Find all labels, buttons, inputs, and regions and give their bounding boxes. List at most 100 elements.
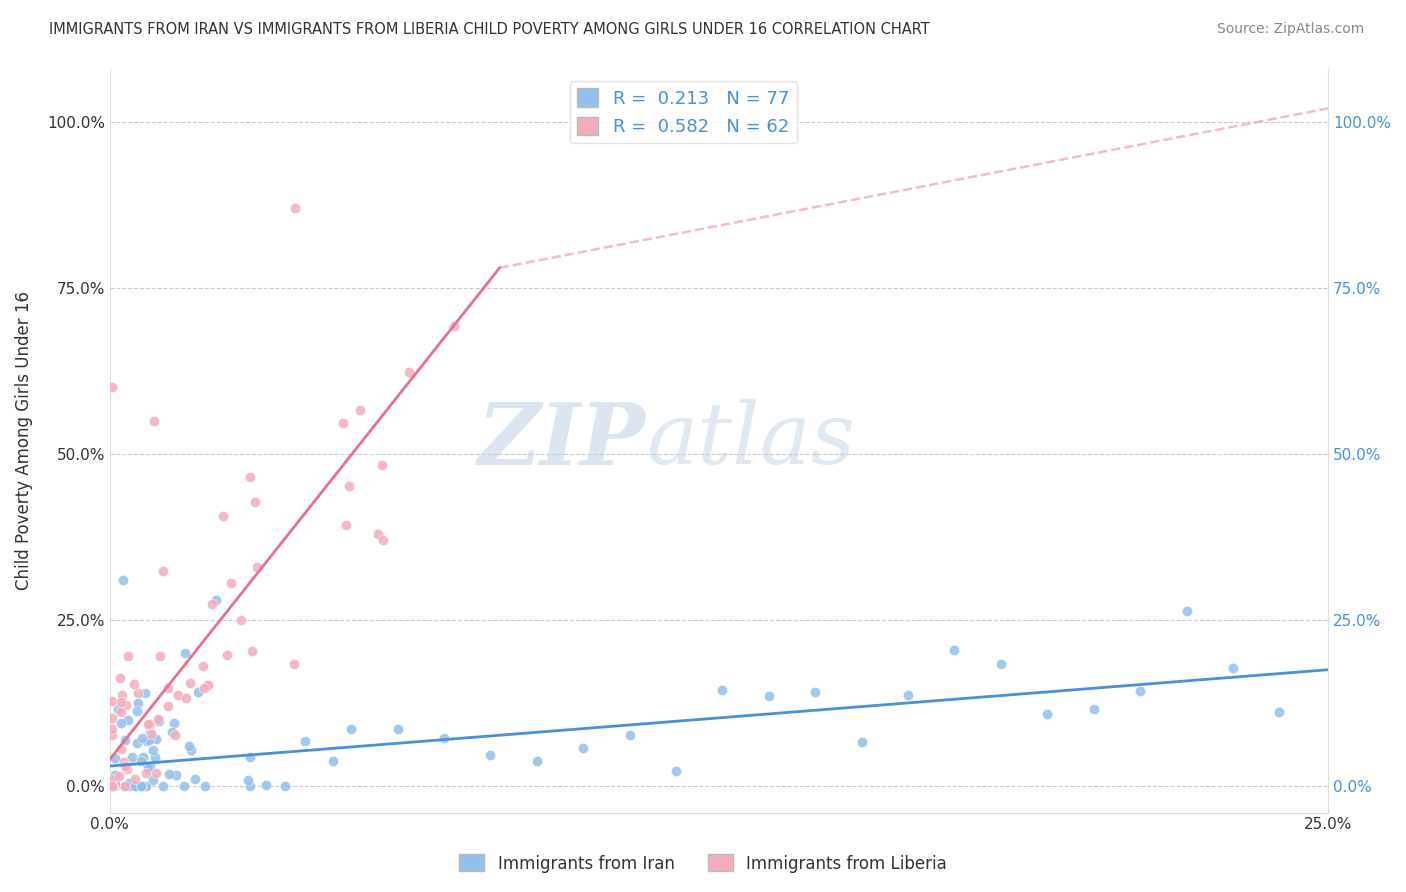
Point <box>101 779 124 793</box>
Point <box>101 779 124 793</box>
Point <box>104 779 127 793</box>
Point <box>367 526 389 541</box>
Point <box>124 772 146 787</box>
Point <box>112 573 135 587</box>
Y-axis label: Child Poverty Among Girls Under 16: Child Poverty Among Girls Under 16 <box>15 291 32 590</box>
Point <box>127 696 149 710</box>
Point <box>148 714 170 729</box>
Point <box>335 517 357 532</box>
Point <box>125 779 148 793</box>
Point <box>239 469 262 483</box>
Point <box>134 779 156 793</box>
Point <box>139 717 162 731</box>
Point <box>711 682 734 697</box>
Point <box>239 779 262 793</box>
Point <box>139 759 162 773</box>
Point <box>117 649 139 664</box>
Point <box>851 735 873 749</box>
Point <box>526 754 548 768</box>
Text: atlas: atlas <box>645 400 855 482</box>
Point <box>217 648 239 662</box>
Point <box>101 772 124 787</box>
Point <box>112 779 135 793</box>
Point <box>1083 702 1105 716</box>
Point <box>897 688 920 702</box>
Point <box>322 754 344 768</box>
Point <box>1036 707 1059 722</box>
Point <box>101 723 124 737</box>
Point <box>332 417 354 431</box>
Point <box>165 768 187 782</box>
Point <box>197 678 219 692</box>
Point <box>174 646 197 660</box>
Point <box>173 779 195 793</box>
Point <box>117 713 139 727</box>
Point <box>143 414 166 428</box>
Point <box>110 705 132 719</box>
Point <box>212 508 235 523</box>
Point <box>274 779 297 793</box>
Point <box>177 739 200 753</box>
Point <box>101 380 124 394</box>
Point <box>205 593 228 607</box>
Point <box>132 750 155 764</box>
Point <box>165 728 187 742</box>
Point <box>131 731 153 745</box>
Point <box>125 736 148 750</box>
Legend: R =  0.213   N = 77, R =  0.582   N = 62: R = 0.213 N = 77, R = 0.582 N = 62 <box>569 81 797 144</box>
Point <box>121 750 143 764</box>
Point <box>398 365 420 379</box>
Point <box>193 681 215 696</box>
Point <box>1175 604 1198 618</box>
Point <box>284 201 307 215</box>
Point <box>142 772 165 787</box>
Point <box>1268 706 1291 720</box>
Point <box>163 715 186 730</box>
Point <box>135 734 157 748</box>
Point <box>110 741 132 756</box>
Point <box>665 764 688 779</box>
Point <box>115 698 138 713</box>
Point <box>136 760 159 774</box>
Point <box>157 699 180 714</box>
Point <box>162 725 184 739</box>
Point <box>114 733 136 747</box>
Point <box>195 678 218 692</box>
Point <box>152 779 174 793</box>
Point <box>619 728 641 742</box>
Point <box>943 642 966 657</box>
Point <box>125 705 148 719</box>
Point <box>110 695 132 709</box>
Point <box>166 689 188 703</box>
Point <box>254 778 277 792</box>
Point <box>239 749 262 764</box>
Point <box>194 779 217 793</box>
Point <box>114 779 136 793</box>
Point <box>990 657 1012 671</box>
Point <box>370 458 392 472</box>
Point <box>148 712 170 726</box>
Point <box>104 777 127 791</box>
Point <box>219 575 242 590</box>
Text: Source: ZipAtlas.com: Source: ZipAtlas.com <box>1216 22 1364 37</box>
Point <box>231 613 253 627</box>
Point <box>238 772 260 787</box>
Point <box>101 711 124 725</box>
Point <box>340 723 363 737</box>
Point <box>138 717 160 731</box>
Point <box>243 495 266 509</box>
Point <box>135 766 157 780</box>
Point <box>118 779 141 793</box>
Point <box>1129 684 1152 698</box>
Text: IMMIGRANTS FROM IRAN VS IMMIGRANTS FROM LIBERIA CHILD POVERTY AMONG GIRLS UNDER : IMMIGRANTS FROM IRAN VS IMMIGRANTS FROM … <box>49 22 929 37</box>
Point <box>572 741 595 756</box>
Point <box>104 751 127 765</box>
Point <box>101 694 124 708</box>
Point <box>122 677 145 691</box>
Point <box>804 685 827 699</box>
Point <box>1222 661 1244 675</box>
Point <box>110 671 132 685</box>
Point <box>149 648 172 663</box>
Point <box>283 657 305 672</box>
Point <box>138 732 160 747</box>
